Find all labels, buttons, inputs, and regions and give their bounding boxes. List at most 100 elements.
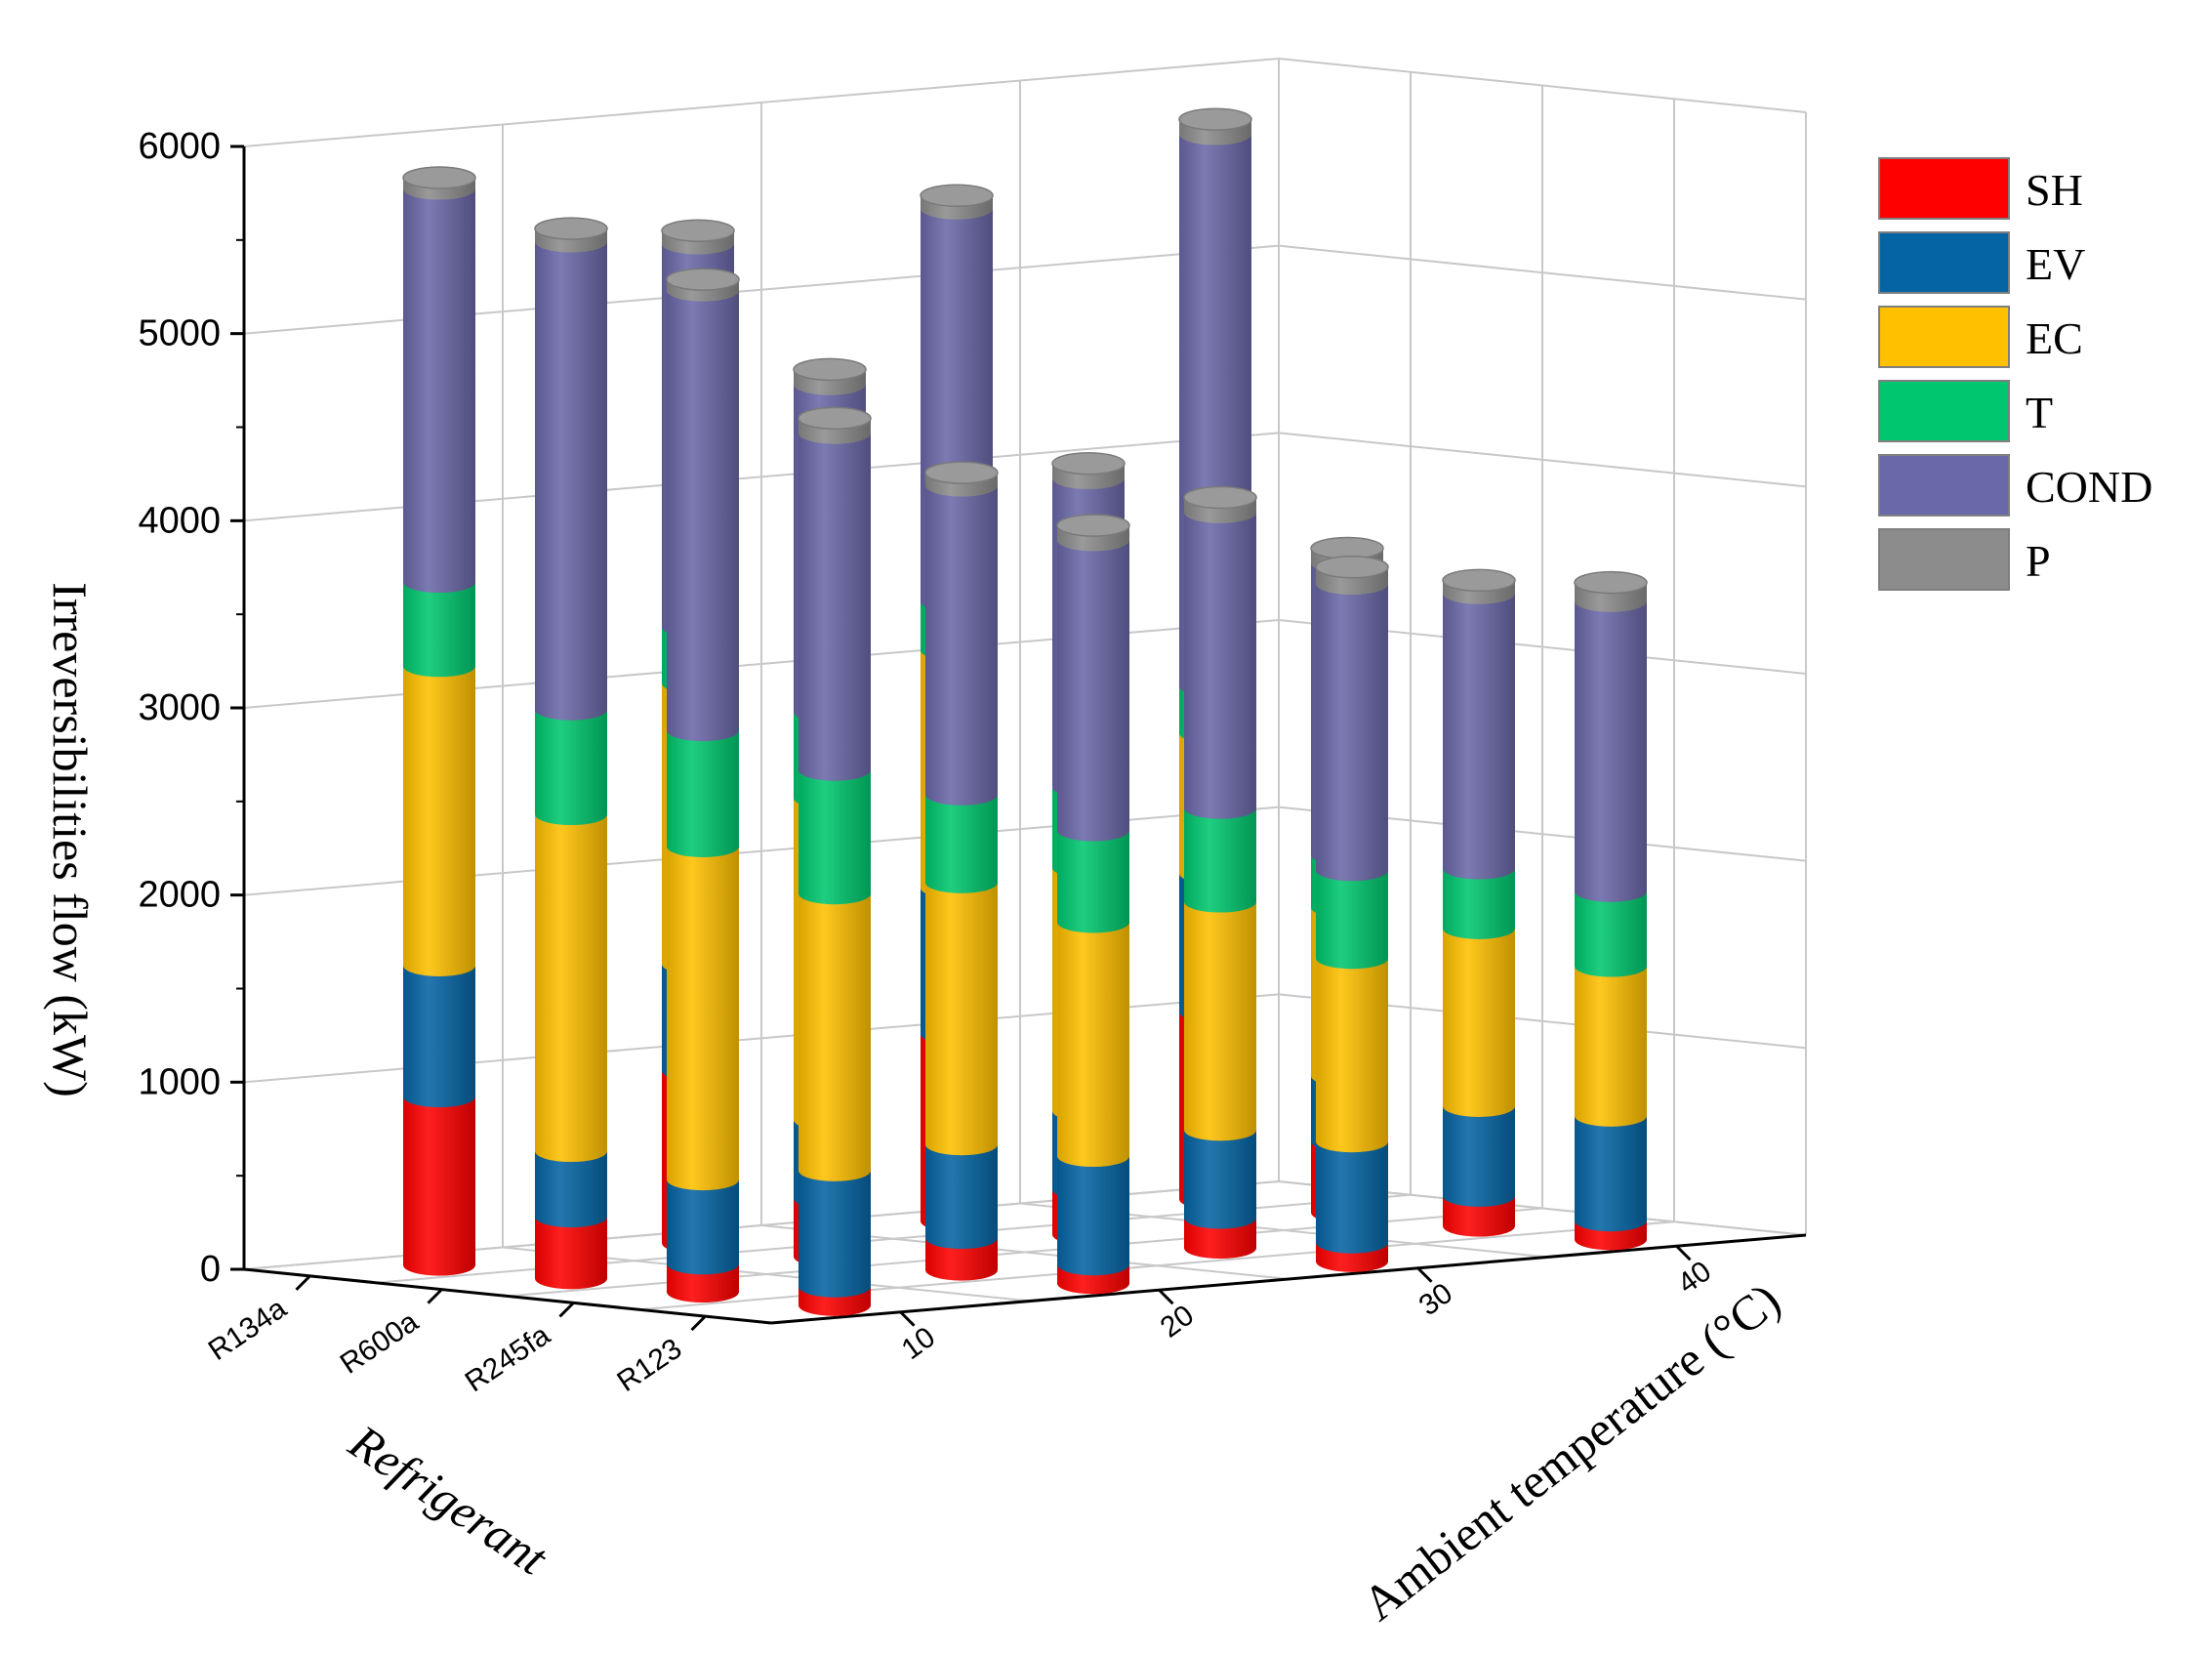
bar-R123-30 bbox=[1315, 556, 1389, 1272]
segment-EV bbox=[925, 1144, 998, 1250]
z-tick-label: 10 bbox=[896, 1321, 941, 1366]
z-tick-mark bbox=[1675, 1245, 1692, 1261]
bar-top-cap bbox=[793, 357, 867, 382]
z-tick-mark bbox=[899, 1310, 916, 1327]
y-tick-label: 3000 bbox=[138, 687, 221, 728]
legend-swatch bbox=[1878, 380, 2010, 442]
segment-T bbox=[1443, 868, 1515, 939]
segment-EC bbox=[1575, 966, 1647, 1127]
segment-COND bbox=[925, 485, 998, 806]
segment-EV bbox=[1575, 1115, 1647, 1232]
legend-label: T bbox=[2026, 388, 2053, 437]
x-axis-title: Refrigerant bbox=[339, 1414, 557, 1587]
x-tick-label: R123 bbox=[612, 1333, 688, 1398]
bar-top-cap bbox=[798, 406, 872, 431]
bar-top-cap bbox=[1051, 451, 1126, 476]
bar-top-cap bbox=[661, 219, 735, 242]
segment-T bbox=[1316, 870, 1388, 970]
segment-EC bbox=[403, 666, 475, 976]
bar-top-cap bbox=[1574, 570, 1648, 595]
legend-label: COND bbox=[2026, 462, 2152, 512]
segment-COND bbox=[1184, 512, 1256, 819]
y-tick-label: 4000 bbox=[138, 500, 221, 541]
segment-SH bbox=[1443, 1195, 1515, 1237]
x-tick-mark bbox=[427, 1288, 443, 1304]
legend-swatch bbox=[1878, 528, 2010, 591]
segment-EC bbox=[1184, 901, 1256, 1141]
bar-top-cap bbox=[402, 166, 476, 189]
segment-T bbox=[925, 794, 998, 893]
legend-label: EC bbox=[2026, 313, 2083, 363]
bar-top-cap bbox=[1315, 556, 1389, 579]
segment-COND bbox=[1057, 540, 1129, 842]
legend-swatch bbox=[1878, 231, 2010, 294]
segment-T bbox=[535, 709, 607, 826]
legend-swatch bbox=[1878, 306, 2010, 368]
legend: SH EV EC T COND P bbox=[1878, 157, 2152, 591]
segment-COND bbox=[403, 188, 475, 594]
legend-swatch bbox=[1878, 157, 2010, 220]
bar-top-cap bbox=[1183, 485, 1257, 510]
segment-T bbox=[1184, 807, 1256, 913]
segment-EV bbox=[403, 965, 475, 1108]
bar-top-cap bbox=[534, 217, 608, 240]
segment-T bbox=[1575, 890, 1647, 977]
legend-label: P bbox=[2026, 536, 2051, 586]
z-tick-label: 30 bbox=[1413, 1277, 1458, 1322]
legend-item-EC: EC bbox=[1878, 306, 2083, 368]
segment-T bbox=[403, 582, 475, 678]
bar-R245fa-30 bbox=[1183, 485, 1257, 1260]
legend-item-SH: SH bbox=[1878, 157, 2083, 220]
bar-R123-20 bbox=[1056, 514, 1130, 1295]
y-tick-label: 0 bbox=[200, 1249, 221, 1290]
y-tick-label: 6000 bbox=[138, 126, 221, 167]
legend-item-COND: COND bbox=[1878, 454, 2152, 517]
y-axis-title: Irreversibilities flow (kW) bbox=[43, 582, 98, 1097]
segment-SH bbox=[535, 1217, 607, 1290]
x-axis-line bbox=[243, 1267, 772, 1325]
bar-top-cap bbox=[924, 461, 999, 484]
segment-EC bbox=[1316, 958, 1388, 1153]
bar-R245fa-40 bbox=[1442, 568, 1516, 1237]
legend-label: EV bbox=[2026, 239, 2085, 289]
bar-top-cap bbox=[1178, 107, 1252, 131]
segment-EC bbox=[799, 893, 871, 1181]
legend-item-T: T bbox=[1878, 380, 2053, 442]
segment-T bbox=[1057, 830, 1129, 933]
segment-SH bbox=[667, 1263, 739, 1303]
z-axis-line bbox=[770, 1233, 1807, 1325]
legend-label: SH bbox=[2026, 165, 2083, 215]
y-tick-label: 1000 bbox=[138, 1061, 221, 1102]
x-tick-mark bbox=[558, 1302, 575, 1318]
segment-COND bbox=[1316, 584, 1388, 882]
x-tick-label: R600a bbox=[335, 1305, 425, 1381]
bar-top-cap bbox=[666, 268, 740, 291]
x-tick-label: R245fa bbox=[460, 1319, 556, 1399]
segment-EV bbox=[1057, 1156, 1129, 1276]
segment-COND bbox=[1443, 593, 1515, 880]
segment-EV bbox=[1443, 1105, 1515, 1207]
segment-EC bbox=[1057, 922, 1129, 1168]
segment-T bbox=[667, 730, 739, 857]
y-tick-label: 5000 bbox=[138, 313, 221, 354]
legend-item-P: P bbox=[1878, 528, 2051, 591]
bars-layer bbox=[402, 107, 1648, 1316]
bar-top-cap bbox=[920, 184, 994, 208]
z-tick-mark bbox=[1158, 1289, 1174, 1305]
segment-EV bbox=[535, 1151, 607, 1228]
x-tick-mark bbox=[690, 1315, 707, 1332]
segment-EV bbox=[799, 1170, 871, 1298]
bar-top-cap bbox=[1056, 514, 1130, 537]
legend-item-EV: EV bbox=[1878, 231, 2085, 294]
segment-EV bbox=[1316, 1141, 1388, 1254]
x-tick-mark bbox=[295, 1274, 311, 1291]
segment-COND bbox=[1575, 600, 1647, 902]
segment-EV bbox=[1184, 1130, 1256, 1229]
segment-EC bbox=[1443, 928, 1515, 1117]
segment-EC bbox=[535, 814, 607, 1163]
segment-COND bbox=[667, 290, 739, 742]
grid-layer bbox=[243, 58, 1807, 1324]
segment-SH bbox=[925, 1238, 998, 1281]
segment-T bbox=[799, 769, 871, 905]
z-tick-label: 40 bbox=[1672, 1255, 1717, 1300]
